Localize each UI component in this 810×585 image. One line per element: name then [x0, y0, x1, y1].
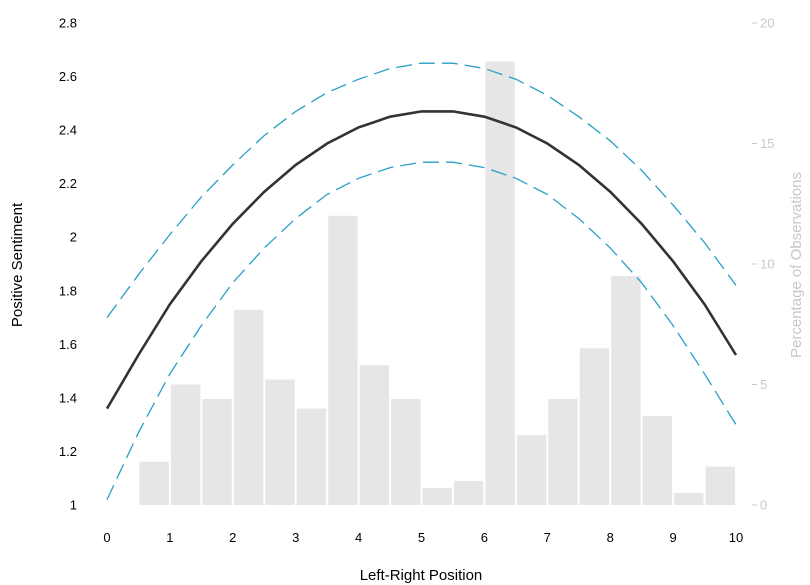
histogram-bar — [359, 365, 390, 505]
histogram-bar — [265, 379, 295, 505]
histogram-bar — [485, 61, 515, 506]
x-tick-label: 7 — [544, 530, 551, 545]
histogram-bar — [296, 408, 327, 505]
y-tick-label: 1.8 — [59, 283, 77, 298]
lower-ci-line — [106, 161, 737, 500]
x-tick-label: 3 — [292, 530, 299, 545]
histogram-bar — [202, 398, 232, 505]
histogram-bar — [705, 466, 735, 505]
y-tick-label: 2.4 — [59, 123, 77, 138]
histogram-bar — [642, 415, 673, 505]
y-tick-label: 1.4 — [59, 390, 77, 405]
right-tick-label: 15 — [760, 136, 774, 151]
y-axis-title: Positive Sentiment — [9, 202, 26, 327]
x-tick-label: 10 — [729, 530, 743, 545]
histogram-bar — [611, 276, 641, 505]
upper-ci-line — [106, 62, 737, 318]
right-tick-label: 0 — [760, 498, 767, 513]
x-tick-label: 6 — [481, 530, 488, 545]
x-tick-label: 2 — [229, 530, 236, 545]
histogram-bar — [579, 348, 610, 505]
histogram-bar — [328, 215, 358, 506]
histogram-bar — [422, 488, 452, 505]
y-tick-label: 1.2 — [59, 444, 77, 459]
x-tick-label: 1 — [166, 530, 173, 545]
histogram-bar — [548, 398, 578, 505]
x-axis-ticks: 0 1 2 3 4 5 6 7 8 9 10 — [103, 530, 743, 545]
y-tick-label: 1.6 — [59, 337, 77, 352]
histogram-bar — [453, 480, 484, 505]
right-axis-ticks: 0 5 10 15 20 — [752, 16, 774, 513]
histogram-bar — [674, 492, 704, 505]
x-tick-label: 0 — [103, 530, 110, 545]
right-tick-label: 10 — [760, 257, 774, 272]
right-tick-label: 20 — [760, 16, 774, 31]
right-tick-label: 5 — [760, 377, 767, 392]
histogram-bar — [139, 461, 169, 505]
y-tick-label: 2.2 — [59, 176, 77, 191]
histogram-bar — [170, 384, 201, 505]
fit-line — [105, 110, 738, 410]
x-tick-label: 5 — [418, 530, 425, 545]
x-tick-label: 8 — [607, 530, 614, 545]
y-tick-label: 2.8 — [59, 16, 77, 31]
y-tick-label: 2.6 — [59, 69, 77, 84]
right-axis-title: Percentage of Observations — [788, 172, 805, 358]
y-tick-label: 1 — [70, 498, 77, 513]
y-tick-label: 2 — [70, 230, 77, 245]
x-tick-label: 4 — [355, 530, 362, 545]
x-tick-label: 9 — [669, 530, 676, 545]
histogram-bar — [516, 435, 547, 505]
fit-lines — [105, 62, 738, 500]
histogram-bar — [233, 309, 264, 505]
histogram-bars — [139, 61, 735, 506]
histogram-bar — [391, 398, 421, 505]
x-axis-title: Left-Right Position — [360, 567, 483, 584]
y-axis-ticks: 1 1.2 1.4 1.6 1.8 2 2.2 2.4 2.6 2.8 — [59, 16, 77, 513]
